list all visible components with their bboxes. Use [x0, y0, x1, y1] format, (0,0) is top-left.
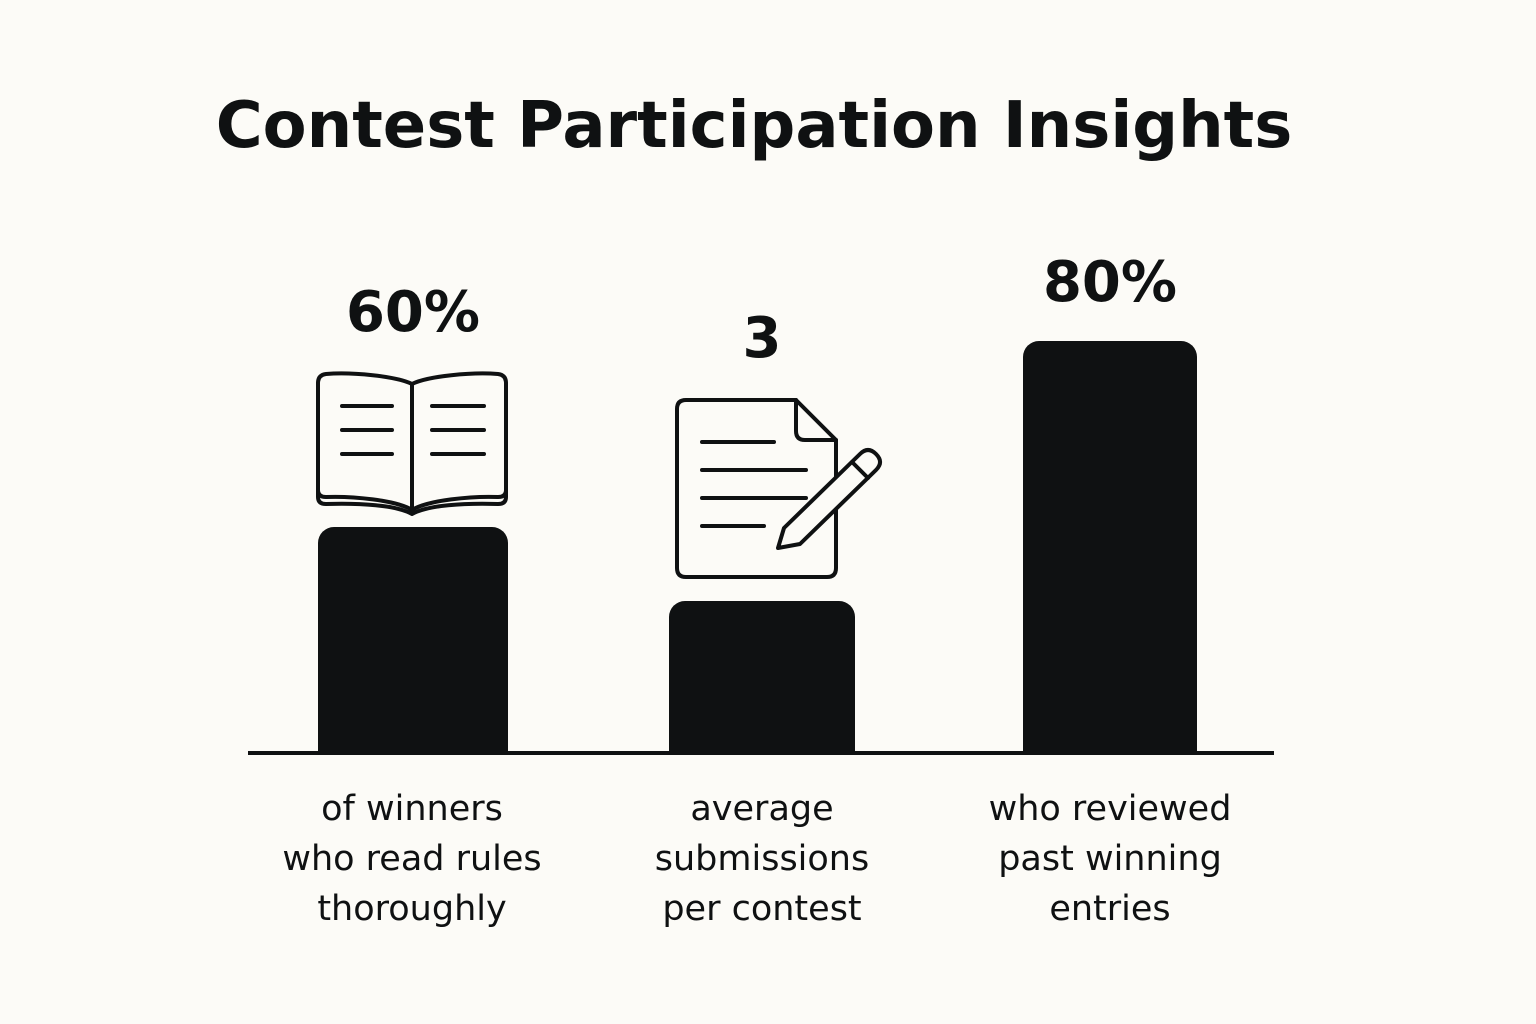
caption-average-submissions: average submissions per contest [612, 784, 912, 934]
document-pencil-icon [675, 398, 882, 579]
caption-line: who reviewed [988, 789, 1232, 829]
bar-reviewed-past-entries [1023, 341, 1197, 769]
value-label-reviewed-past-entries: 80% [1043, 250, 1177, 315]
caption-reviewed-past-entries: who reviewed past winning entries [960, 784, 1260, 934]
caption-line: of winners [321, 789, 503, 829]
baseline-mask [240, 755, 1280, 775]
caption-line: thoroughly [317, 889, 507, 929]
caption-line: per contest [662, 889, 862, 929]
caption-line: who read rules [282, 839, 542, 879]
caption-line: submissions [654, 839, 870, 879]
open-book-icon [316, 371, 508, 516]
value-label-average-submissions: 3 [743, 306, 782, 371]
bar-average-submissions [669, 601, 855, 769]
value-label-read-rules: 60% [346, 280, 480, 345]
chart-title: Contest Participation Insights [215, 89, 1293, 163]
caption-line: entries [1049, 889, 1171, 929]
caption-line: past winning [998, 839, 1222, 879]
caption-line: average [690, 789, 834, 829]
bar-read-rules [318, 527, 508, 769]
caption-read-rules: of winners who read rules thoroughly [262, 784, 562, 934]
